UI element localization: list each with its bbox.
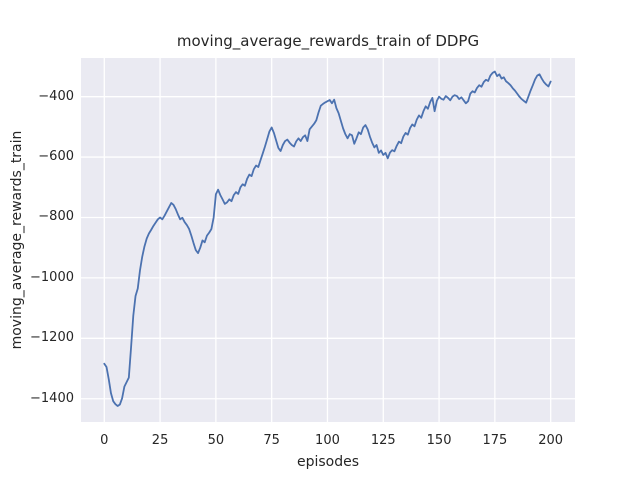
- y-tick-label: −1000: [30, 269, 74, 285]
- x-axis-label: episodes: [296, 454, 360, 470]
- line-chart: [81, 58, 575, 422]
- x-tick-label: 100: [315, 433, 340, 448]
- y-tick-label: −400: [38, 88, 74, 104]
- x-tick-label: 200: [538, 433, 564, 448]
- plot-area: [81, 58, 575, 422]
- x-tick-label: 125: [370, 433, 396, 448]
- x-tick-label: 150: [426, 433, 452, 448]
- x-tick-label: 175: [482, 433, 508, 448]
- y-tick-label: −1200: [30, 330, 74, 346]
- y-tick-label: −800: [38, 209, 74, 225]
- x-tick-label: 0: [100, 433, 109, 448]
- chart-title: moving_average_rewards_train of DDPG: [176, 32, 480, 50]
- y-tick-label: −1400: [30, 390, 74, 406]
- x-tick-label: 50: [207, 433, 225, 448]
- reward-line: [103, 70, 552, 407]
- x-tick-label: 75: [263, 433, 280, 448]
- x-tick-label: 25: [151, 433, 169, 448]
- y-tick-label: −600: [38, 149, 74, 165]
